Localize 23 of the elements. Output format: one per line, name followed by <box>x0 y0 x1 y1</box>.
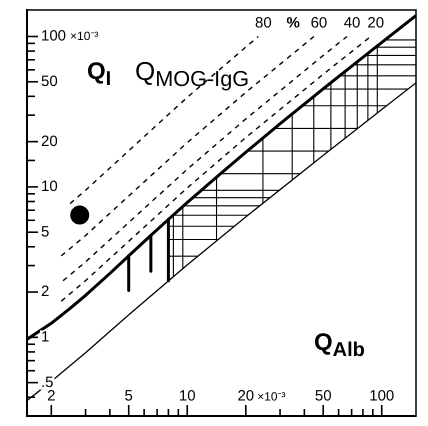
x-tick-label: 10 <box>178 388 196 405</box>
y-tick-label: 100 <box>41 28 66 45</box>
series-label: 40 <box>344 14 360 32</box>
x-axis-title: Q$_{Alb}$ <box>314 329 365 361</box>
annotation: ×10⁻³ <box>70 28 98 43</box>
y-tick-label: 2 <box>41 283 50 300</box>
series-label: 60 <box>310 14 328 32</box>
x-tick-label: 100 <box>369 388 394 405</box>
x-tick-label: 5 <box>124 388 133 405</box>
y-tick-label: 20 <box>41 132 58 150</box>
y-axis-title: Q$_{I}$ <box>87 58 112 90</box>
annotation: ×10⁻³ <box>257 389 286 404</box>
series-label: 20 <box>367 14 384 32</box>
series-label: 80 <box>254 14 272 32</box>
y-tick-label: 10 <box>41 178 58 196</box>
annotation: % <box>286 14 300 32</box>
y-tick-label: 1 <box>41 328 50 346</box>
y-tick-label: 50 <box>41 72 58 90</box>
y-tick-label: .5 <box>41 374 54 391</box>
x-tick-label: 50 <box>314 388 332 405</box>
x-tick-label: 20 <box>237 388 254 405</box>
annotation: Q$_{MOG-IgG}$ <box>135 56 250 92</box>
y-tick-label: 5 <box>41 223 50 240</box>
